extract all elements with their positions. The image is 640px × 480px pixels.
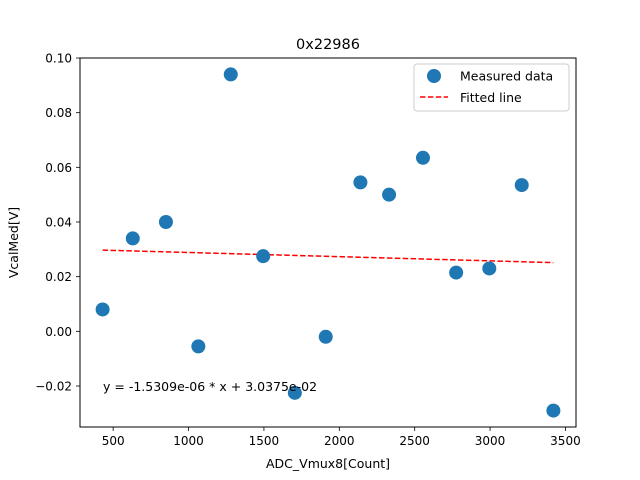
legend-label-fitted: Fitted line — [460, 90, 522, 105]
y-tick-label: 0.02 — [45, 270, 72, 284]
chart-title: 0x22986 — [296, 37, 360, 53]
x-tick-label: 500 — [102, 434, 125, 448]
data-point — [382, 187, 397, 202]
y-tick-label: 0.04 — [45, 216, 72, 230]
y-tick-label: −0.02 — [35, 380, 72, 394]
y-tick-label: 0.08 — [45, 106, 72, 120]
x-tick-label: 2500 — [399, 434, 430, 448]
data-point — [353, 175, 368, 190]
data-point — [415, 150, 430, 165]
data-point — [287, 385, 302, 400]
data-point — [95, 302, 110, 317]
y-tick-label: 0.06 — [45, 161, 72, 175]
fit-equation-annotation: y = -1.5309e-06 * x + 3.0375e-02 — [103, 379, 317, 394]
data-point — [223, 67, 238, 82]
data-point — [449, 265, 464, 280]
data-point — [125, 231, 140, 246]
legend-label-measured: Measured data — [460, 69, 553, 84]
axis-ticks: 500 1000 1500 2000 2500 3000 3500 −0.02 0.00 0.02… — [35, 52, 581, 449]
x-tick-label: 3000 — [475, 434, 506, 448]
y-tick-label: 0.10 — [45, 52, 72, 66]
x-tick-label: 3500 — [550, 434, 581, 448]
data-point — [318, 329, 333, 344]
x-tick-label: 2000 — [324, 434, 355, 448]
plot-marks — [95, 67, 561, 418]
data-point — [514, 178, 529, 193]
legend: Measured data Fitted line — [413, 63, 570, 112]
data-point — [256, 249, 271, 264]
plot-frame — [79, 57, 577, 428]
data-point — [546, 403, 561, 418]
fitted-line — [102, 249, 554, 264]
x-tick-label: 1000 — [173, 434, 204, 448]
data-point — [482, 261, 497, 276]
data-point — [191, 339, 206, 354]
legend-box — [413, 63, 570, 112]
y-tick-label: 0.00 — [45, 325, 72, 339]
x-axis-label: ADC_Vmux8[Count] — [266, 456, 390, 471]
data-point — [158, 215, 173, 229]
x-tick-label: 1500 — [249, 434, 280, 448]
y-axis-label: VcalMed[V] — [6, 207, 21, 278]
legend-marker-measured — [427, 69, 441, 83]
